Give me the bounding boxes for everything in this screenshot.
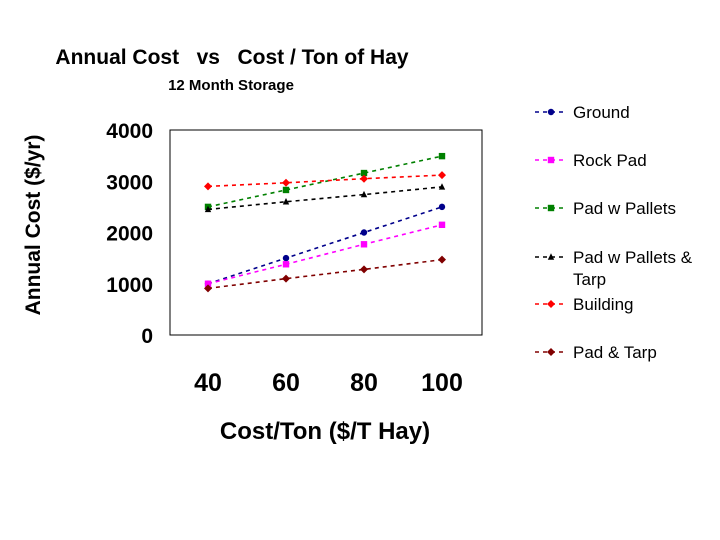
data-point: [438, 171, 446, 180]
data-point: [360, 169, 368, 177]
series-ground: [204, 203, 446, 287]
data-point: [438, 221, 446, 229]
data-point: [360, 241, 368, 248]
series-pad-w-pallets: [204, 152, 446, 211]
legend-label: Rock Pad: [573, 151, 647, 170]
data-point: [438, 203, 446, 211]
data-point: [360, 174, 368, 183]
series-pad-and-tarp: [204, 255, 446, 293]
y-tick-label: 0: [141, 325, 153, 348]
data-point: [282, 261, 290, 268]
legend-label: Pad w Pallets: [573, 199, 676, 218]
x-tick-labels: 40 60 80 100: [194, 369, 463, 397]
plot-area: [169, 129, 483, 336]
legend-item: Pad & Tarp: [535, 343, 657, 362]
data-point: [438, 152, 446, 160]
legend-marker: [547, 253, 555, 260]
chart-title: Annual Cost vs Cost / Ton of Hay: [55, 46, 408, 69]
series-rock-pad: [204, 221, 446, 287]
y-axis-label: Annual Cost ($/yr): [22, 135, 45, 316]
data-point: [360, 190, 368, 198]
x-tick-label: 40: [194, 369, 222, 397]
series-line: [207, 174, 443, 188]
chart-subtitle: 12 Month Storage: [168, 77, 294, 94]
legend-item: Pad w Pallets: [535, 199, 676, 218]
y-tick-label: 3000: [106, 171, 153, 194]
data-point: [360, 229, 368, 236]
legend-label: Building: [573, 295, 634, 314]
y-tick-labels: 0 1000 2000 3000 4000: [106, 120, 153, 348]
legend: Ground Rock Pad Pad w Pallets Pad w Pallets…: [535, 103, 693, 362]
data-point: [360, 265, 368, 274]
data-point: [282, 274, 290, 283]
legend-marker: [547, 204, 555, 212]
series-line: [207, 186, 443, 211]
series-group: [204, 152, 446, 293]
data-point: [282, 186, 290, 194]
x-tick-label: 60: [272, 369, 300, 397]
series-line: [207, 206, 443, 285]
legend-label-cont: Tarp: [573, 270, 606, 289]
y-tick-label: 4000: [106, 120, 153, 143]
data-point: [204, 284, 212, 293]
legend-item: Pad w Pallets & Tarp: [535, 248, 693, 289]
data-point: [438, 183, 446, 190]
data-point: [204, 280, 212, 287]
data-point: [282, 254, 290, 262]
legend-marker: [547, 348, 555, 356]
y-tick-label: 2000: [106, 223, 153, 246]
series-building: [204, 171, 446, 191]
legend-item: Building: [535, 295, 634, 314]
data-point: [282, 178, 290, 187]
x-axis-label: Cost/Ton ($/T Hay): [220, 418, 430, 445]
data-point: [282, 198, 290, 205]
legend-item: Ground: [535, 103, 630, 122]
series-line: [207, 224, 443, 285]
legend-label: Ground: [573, 103, 630, 122]
y-tick-label: 1000: [106, 274, 153, 297]
data-point: [204, 205, 212, 213]
legend-marker: [547, 300, 555, 308]
series-pad-w-pallets-and-tarp: [204, 183, 446, 213]
legend-marker: [547, 156, 555, 164]
data-point: [438, 255, 446, 264]
legend-label: Pad w Pallets &: [573, 248, 693, 267]
legend-marker: [547, 108, 555, 116]
series-line: [207, 258, 443, 290]
data-point: [204, 182, 212, 191]
series-line: [207, 155, 443, 208]
x-tick-label: 80: [350, 369, 378, 397]
x-tick-label: 100: [421, 369, 463, 397]
legend-label: Pad & Tarp: [573, 343, 657, 362]
legend-item: Rock Pad: [535, 151, 647, 170]
